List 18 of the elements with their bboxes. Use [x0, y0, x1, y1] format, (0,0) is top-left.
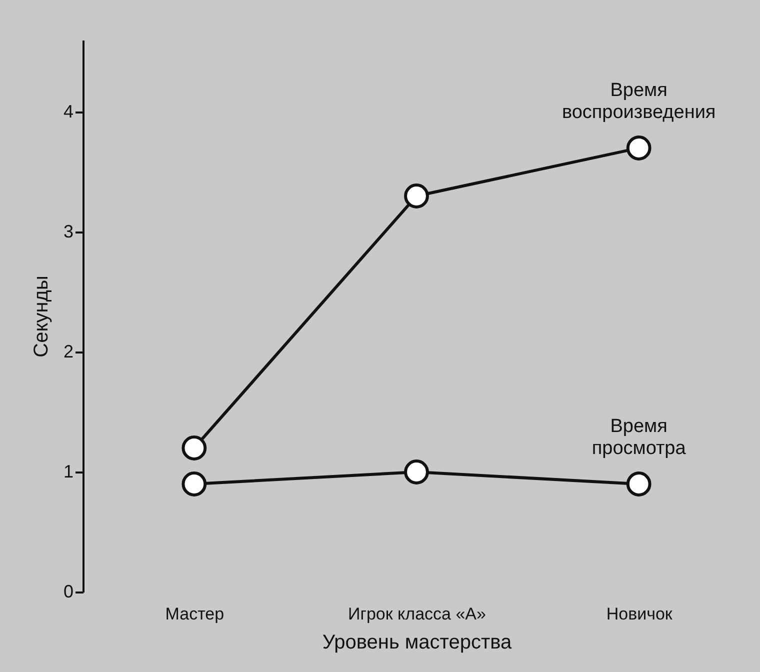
point: [404, 184, 429, 208]
x-tick-label: Игрок класса «А»: [348, 604, 486, 624]
y-tick-label: 4: [63, 102, 74, 122]
series-label: Время воспроизведения: [562, 80, 716, 123]
series-label: Время просмотра: [592, 416, 686, 459]
y-tick-label: 3: [63, 222, 74, 242]
x-tick-label: Мастер: [165, 604, 224, 624]
point: [626, 472, 652, 496]
x-axis-title: Уровень мастерства: [322, 632, 513, 654]
point: [404, 460, 429, 484]
x-tick-label: Новичок: [606, 604, 673, 624]
y-tick-label: 1: [63, 462, 74, 482]
point: [626, 136, 652, 160]
y-axis-title: Секунды: [30, 276, 52, 358]
point: [182, 436, 207, 460]
y-tick-label: 2: [63, 342, 74, 362]
point: [182, 472, 207, 496]
y-tick-label: 0: [63, 582, 74, 602]
